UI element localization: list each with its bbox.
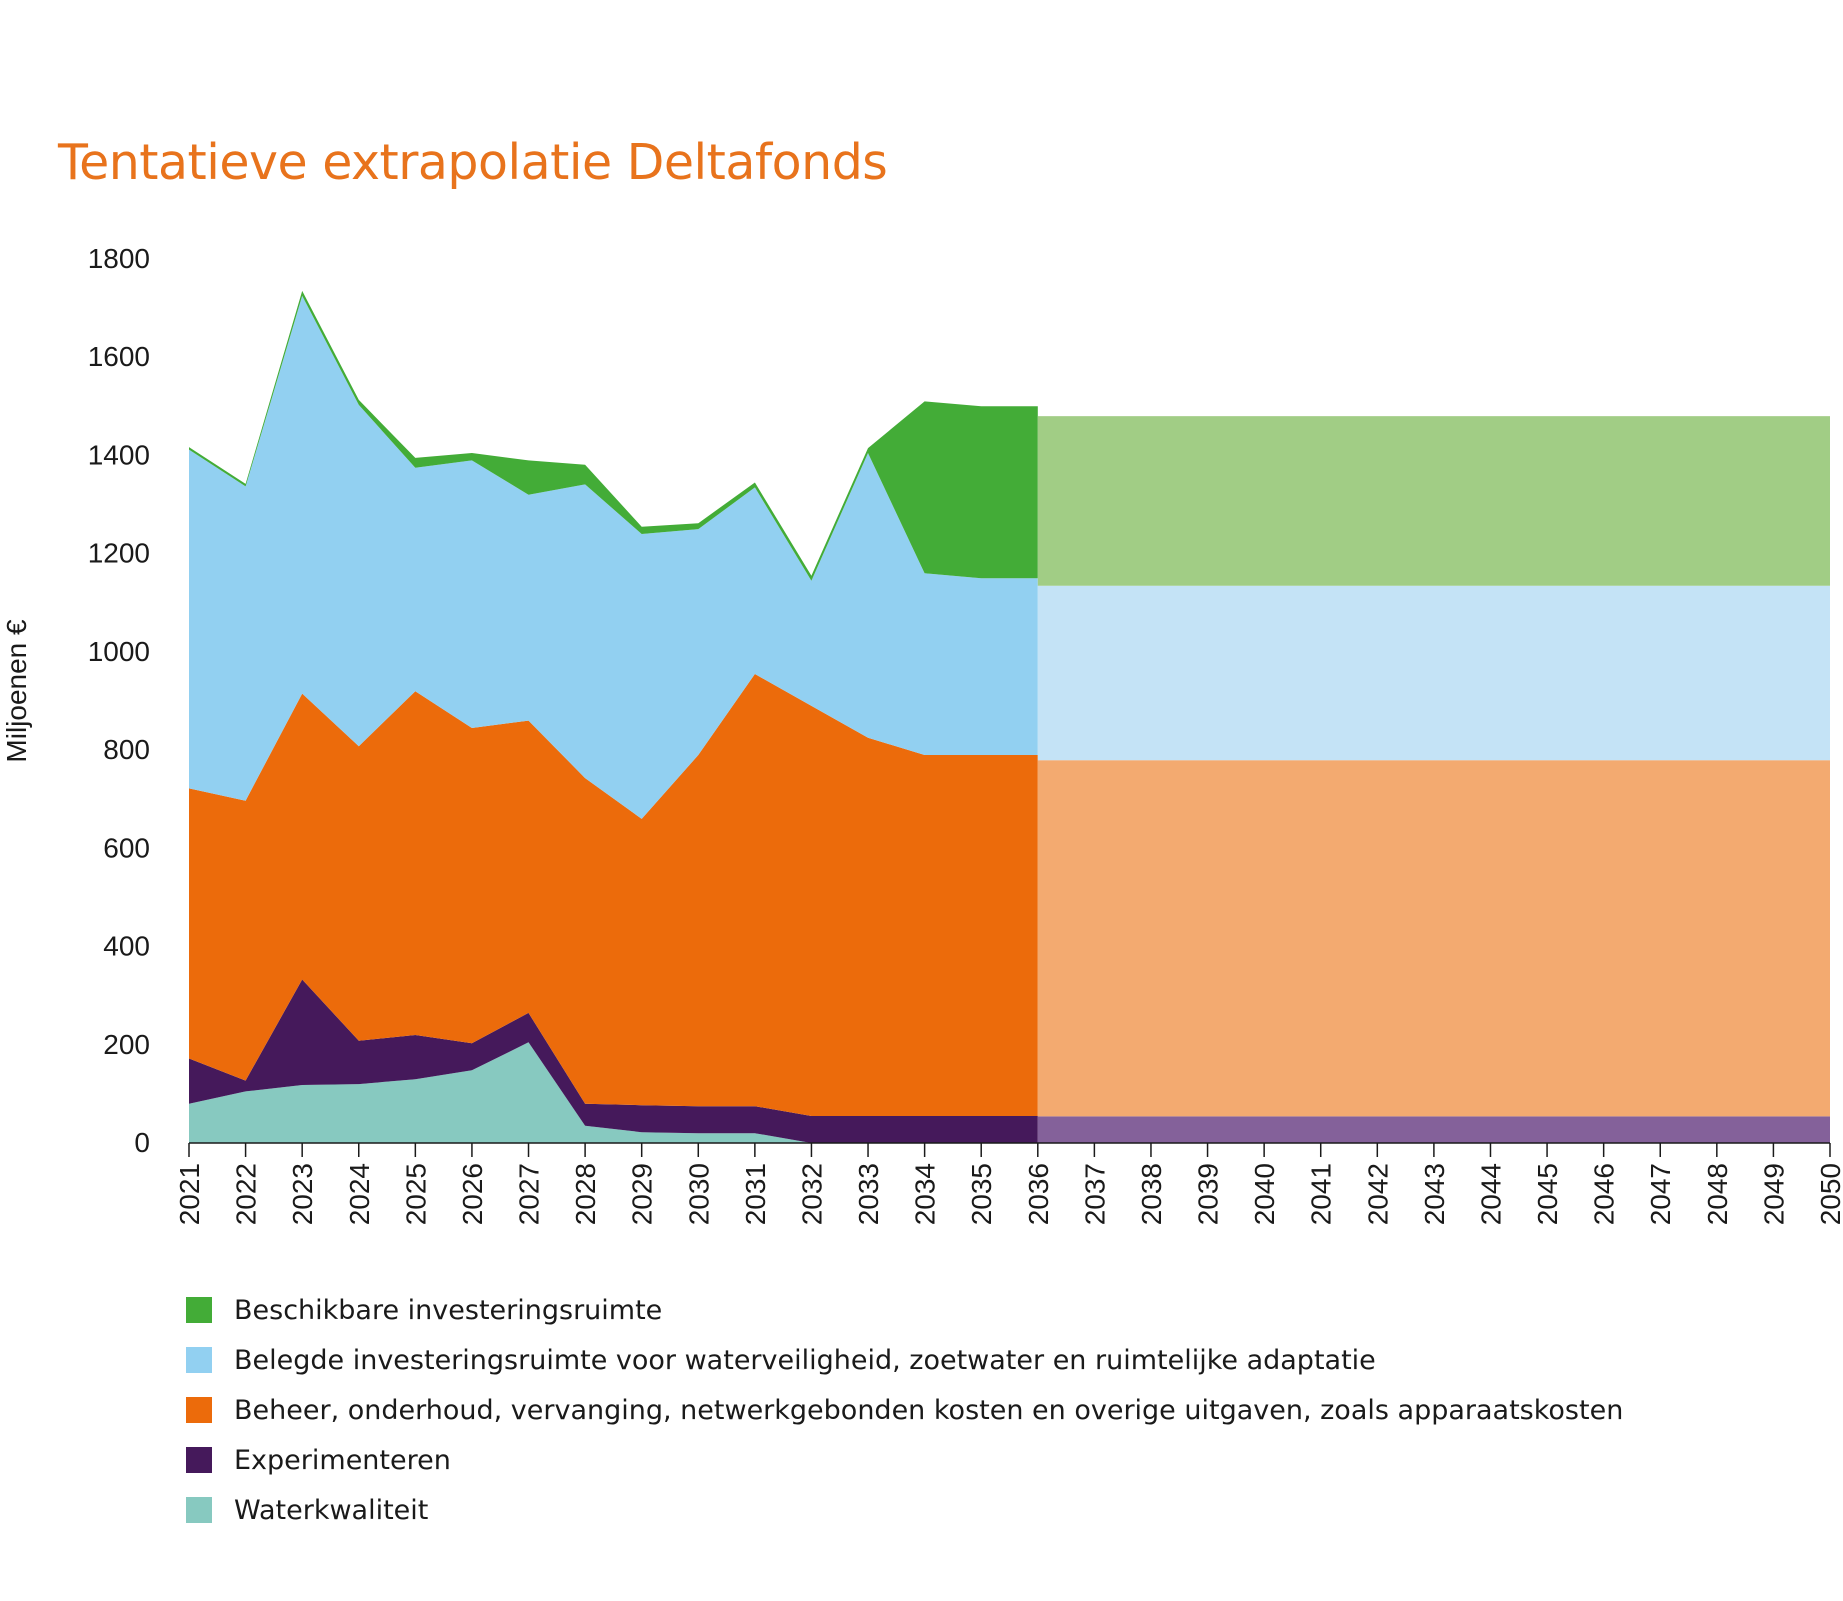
area-series-0	[189, 1042, 1038, 1143]
legend-label: Belegde investeringsruimte voor watervei…	[234, 1344, 1376, 1376]
x-tick-label: 2050	[1815, 1163, 1843, 1225]
x-tick-label: 2031	[740, 1163, 771, 1225]
legend: Beschikbare investeringsruimte Belegde i…	[186, 1285, 1623, 1535]
legend-label: Experimenteren	[234, 1444, 451, 1476]
y-tick-label: 200	[103, 1029, 150, 1060]
x-tick-label: 2043	[1419, 1163, 1450, 1225]
x-tick-label: 2030	[683, 1163, 714, 1225]
legend-item: Waterkwaliteit	[186, 1485, 1623, 1535]
y-tick-label: 600	[103, 832, 150, 863]
legend-label: Waterkwaliteit	[234, 1494, 429, 1526]
legend-swatch	[186, 1347, 212, 1373]
legend-swatch	[186, 1497, 212, 1523]
x-tick-label: 2034	[910, 1163, 941, 1225]
x-tick-label: 2046	[1589, 1163, 1620, 1225]
legend-label: Beheer, onderhoud, vervanging, netwerkge…	[234, 1394, 1624, 1426]
y-tick-label: 1800	[88, 243, 150, 274]
extrapolated-band-1	[1037, 1116, 1830, 1143]
legend-label: Beschikbare investeringsruimte	[234, 1294, 663, 1326]
y-tick-label: 0	[134, 1127, 150, 1158]
y-tick-label: 1600	[88, 341, 150, 372]
extrapolated-band-3	[1037, 585, 1830, 761]
x-tick-label: 2044	[1475, 1163, 1506, 1225]
x-tick-label: 2042	[1362, 1163, 1393, 1225]
x-tick-label: 2048	[1702, 1163, 1733, 1225]
x-tick-label: 2038	[1136, 1163, 1167, 1225]
chart-title: Tentatieve extrapolatie Deltafonds	[58, 134, 888, 191]
x-tick-label: 2041	[1306, 1163, 1337, 1225]
y-tick-label: 1200	[88, 538, 150, 569]
x-tick-label: 2036	[1023, 1163, 1054, 1225]
x-tick-label: 2032	[796, 1163, 827, 1225]
y-axis-label: Miljoenen €	[1, 619, 32, 763]
y-tick-label: 1400	[88, 439, 150, 470]
legend-swatch	[186, 1447, 212, 1473]
y-tick-label: 400	[103, 931, 150, 962]
x-tick-label: 2049	[1758, 1163, 1789, 1225]
legend-swatch	[186, 1397, 212, 1423]
x-tick-label: 2047	[1645, 1163, 1676, 1225]
legend-item: Beheer, onderhoud, vervanging, netwerkge…	[186, 1385, 1623, 1435]
x-tick-label: 2037	[1079, 1163, 1110, 1225]
legend-item: Experimenteren	[186, 1435, 1623, 1485]
x-tick-label: 2025	[400, 1163, 431, 1225]
area-series-4	[189, 290, 1038, 581]
y-tick-label: 800	[103, 734, 150, 765]
x-tick-label: 2045	[1532, 1163, 1563, 1225]
legend-swatch	[186, 1297, 212, 1323]
x-tick-label: 2039	[1193, 1163, 1224, 1225]
x-tick-label: 2024	[344, 1163, 375, 1225]
legend-item: Belegde investeringsruimte voor watervei…	[186, 1335, 1623, 1385]
x-tick-label: 2023	[287, 1163, 318, 1225]
x-tick-label: 2029	[627, 1163, 658, 1225]
area-series-3	[189, 295, 1038, 819]
x-tick-label: 2035	[966, 1163, 997, 1225]
extrapolated-band-4	[1037, 416, 1830, 586]
legend-item: Beschikbare investeringsruimte	[186, 1285, 1623, 1335]
x-tick-label: 2040	[1249, 1163, 1280, 1225]
x-tick-label: 2033	[853, 1163, 884, 1225]
x-tick-label: 2028	[570, 1163, 601, 1225]
x-tick-label: 2022	[231, 1163, 262, 1225]
y-tick-label: 1000	[88, 636, 150, 667]
extrapolated-band-2	[1037, 760, 1830, 1117]
x-tick-label: 2021	[174, 1163, 205, 1225]
x-tick-label: 2027	[514, 1163, 545, 1225]
area-series-1	[189, 979, 1038, 1143]
area-series-2	[189, 674, 1038, 1116]
x-tick-label: 2026	[457, 1163, 488, 1225]
